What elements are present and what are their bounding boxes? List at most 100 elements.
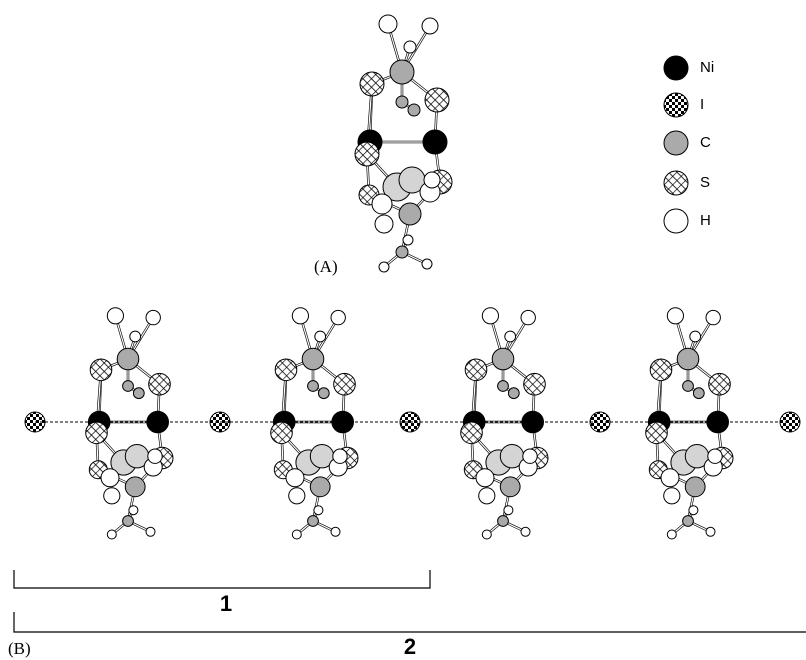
atom [117, 348, 139, 370]
atom [390, 60, 414, 84]
atom [508, 388, 519, 399]
atom [677, 348, 699, 370]
atom [689, 506, 698, 515]
molecules [25, 15, 800, 539]
atom [424, 172, 440, 188]
atom [125, 477, 145, 497]
atom [146, 527, 155, 536]
panel-label: (A) [314, 257, 338, 276]
atom [101, 469, 119, 487]
atom [129, 506, 138, 515]
molecule [86, 308, 173, 539]
atom [399, 203, 421, 225]
legend-s [664, 171, 688, 195]
atom [523, 449, 537, 463]
atom [133, 388, 144, 399]
atom [650, 359, 672, 381]
legend-c [664, 131, 688, 155]
atom [302, 348, 324, 370]
atom [505, 331, 516, 342]
atom [404, 41, 416, 53]
atom [310, 477, 330, 497]
atom [271, 422, 293, 444]
legend-label: Ni [700, 59, 714, 76]
atom [130, 331, 141, 342]
atom [148, 449, 162, 463]
atom [667, 308, 683, 324]
atom [308, 381, 319, 392]
atom [492, 348, 514, 370]
atom [286, 469, 304, 487]
legend-label: I [700, 96, 704, 113]
atom [318, 388, 329, 399]
atom [292, 308, 308, 324]
atom [355, 142, 379, 166]
atom [379, 262, 389, 272]
atom [396, 96, 408, 108]
atom [107, 308, 123, 324]
atom [86, 422, 108, 444]
atom [315, 331, 326, 342]
bracket-label: 2 [404, 634, 416, 659]
panel-label: (B) [8, 639, 31, 658]
atom [706, 527, 715, 536]
atom [360, 72, 384, 96]
atom [504, 506, 513, 515]
atom [422, 259, 432, 269]
atom [292, 530, 301, 539]
legend-h [664, 209, 688, 233]
atom [333, 449, 347, 463]
atom [275, 359, 297, 381]
atom [422, 18, 438, 34]
atom [146, 310, 160, 324]
atom [423, 130, 447, 154]
atom [708, 449, 722, 463]
atom [331, 310, 345, 324]
atom [482, 530, 491, 539]
atom [500, 477, 520, 497]
atom [107, 530, 116, 539]
atom [90, 359, 112, 381]
atom [479, 488, 495, 504]
atom [289, 488, 305, 504]
figure: Ni I C S H (A) (B) 1 2 [0, 0, 806, 660]
atom [498, 516, 509, 527]
atom [706, 310, 720, 324]
atom [690, 331, 701, 342]
legend-label: C [700, 134, 711, 151]
atom [123, 381, 134, 392]
atom [379, 15, 397, 33]
atom [524, 373, 546, 395]
atom [685, 477, 705, 497]
atom [476, 469, 494, 487]
atom [693, 388, 704, 399]
legend: Ni I C S H [664, 56, 714, 233]
atom [521, 310, 535, 324]
atom [661, 469, 679, 487]
atom [425, 88, 449, 112]
atom [104, 488, 120, 504]
atom [646, 422, 668, 444]
atom [465, 359, 487, 381]
atom [149, 373, 171, 395]
legend-i [664, 93, 688, 117]
atom [664, 488, 680, 504]
molecule [271, 308, 358, 539]
atom [308, 516, 319, 527]
atom [683, 381, 694, 392]
atom [396, 246, 408, 258]
atom [408, 104, 420, 116]
molecule [355, 15, 452, 272]
atom [375, 215, 393, 233]
legend-label: S [700, 174, 710, 191]
atom [372, 194, 392, 214]
atom [667, 530, 676, 539]
atom [482, 308, 498, 324]
atom [331, 527, 340, 536]
molecule [646, 308, 733, 539]
atom [314, 506, 323, 515]
atom [683, 516, 694, 527]
bracket [14, 570, 806, 632]
atom [123, 516, 134, 527]
legend-ni [664, 56, 688, 80]
